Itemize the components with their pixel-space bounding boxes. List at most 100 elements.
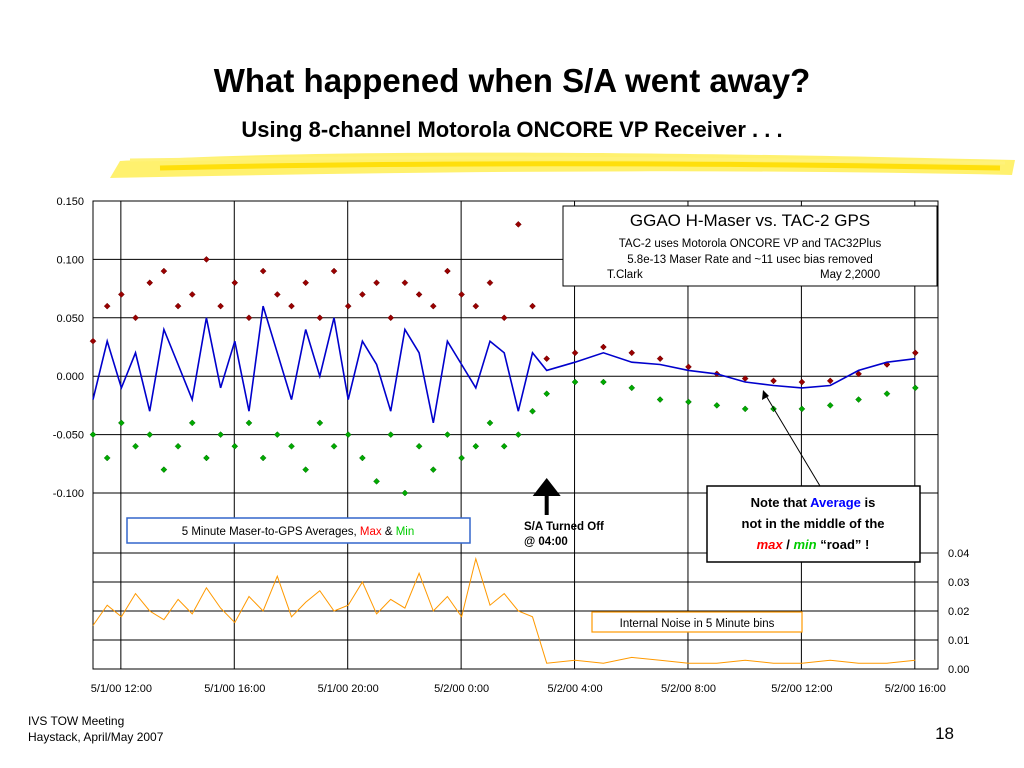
max-point	[344, 302, 352, 310]
note-slash: /	[783, 537, 794, 552]
min-point	[188, 419, 196, 427]
chart-title-box: GGAO H-Maser vs. TAC-2 GPS TAC-2 uses Mo…	[562, 205, 938, 287]
chart-note-2: 5.8e-13 Maser Rate and ~11 usec bias rem…	[627, 254, 873, 266]
event-label-2: @ 04:00	[524, 536, 568, 548]
min-point	[132, 442, 139, 450]
max-point	[245, 314, 253, 322]
min-point	[500, 442, 508, 450]
min-point	[571, 378, 579, 386]
legend-min-label: Min	[396, 526, 415, 538]
max-point	[458, 291, 465, 298]
max-point	[387, 314, 395, 322]
max-point	[188, 291, 196, 298]
noise-line	[92, 556, 916, 664]
max-point	[770, 377, 777, 385]
svg-text:max / min “road” !: max / min “road” !	[757, 537, 870, 552]
x-tick-label: 5/1/00 20:00	[318, 683, 379, 695]
min-point	[245, 419, 253, 427]
min-point	[826, 402, 834, 409]
max-point	[855, 370, 862, 378]
max-point	[911, 349, 919, 357]
note-average: Average	[810, 495, 861, 510]
max-point	[500, 314, 508, 322]
legend-max-label: Max	[360, 526, 382, 538]
min-point	[344, 431, 352, 438]
max-point	[316, 314, 324, 322]
y-axis-main: 0.150 0.100 0.050 0.000 -0.050 -0.100	[53, 196, 84, 500]
min-point	[288, 442, 295, 450]
legend-amp: &	[382, 526, 396, 538]
note-min: min	[794, 537, 817, 552]
y-tick-label: 0.04	[948, 548, 969, 560]
max-point	[288, 302, 295, 310]
x-tick-label: 5/2/00 0:00	[434, 683, 489, 695]
min-point	[203, 454, 210, 462]
chart-note-1: TAC-2 uses Motorola ONCORE VP and TAC32P…	[619, 238, 882, 250]
max-point	[444, 267, 451, 275]
slide-title: What happened when S/A went away?	[213, 62, 811, 99]
min-point	[415, 442, 423, 450]
max-point	[302, 279, 310, 287]
max-point	[415, 291, 423, 298]
min-point	[174, 442, 182, 450]
max-point	[373, 279, 380, 287]
max-point	[174, 302, 182, 310]
min-point	[259, 454, 267, 462]
note-road: “road” !	[817, 537, 870, 552]
max-point	[826, 377, 834, 385]
highlighter-stroke	[110, 152, 1015, 178]
min-point	[231, 442, 239, 450]
chart-credit-date: May 2,2000	[820, 269, 880, 281]
min-point	[883, 390, 891, 398]
min-point	[458, 454, 465, 462]
legend-prefix: 5 Minute Maser-to-GPS Averages,	[182, 526, 360, 538]
min-point	[118, 419, 125, 427]
chart-title: GGAO H-Maser vs. TAC-2 GPS	[630, 211, 870, 230]
y-tick-label: 0.03	[948, 577, 969, 589]
x-tick-label: 5/2/00 12:00	[771, 683, 832, 695]
y-tick-label: -0.100	[53, 488, 84, 500]
svg-text:Note that Average is: Note that Average is	[751, 495, 876, 510]
max-point	[273, 291, 281, 298]
svg-text:5 Minute Maser-to-GPS Averages: 5 Minute Maser-to-GPS Averages, Max & Mi…	[182, 526, 414, 538]
event-arrow-head	[532, 478, 561, 496]
max-point	[514, 221, 522, 228]
min-point	[713, 402, 721, 409]
max-series	[89, 221, 919, 386]
min-point	[401, 489, 409, 497]
note-text-c: is	[861, 495, 875, 510]
min-point	[543, 390, 551, 398]
min-point	[486, 419, 494, 427]
max-point	[89, 337, 97, 345]
note-line-2: not in the middle of the	[742, 516, 885, 531]
max-point	[429, 302, 437, 310]
max-point	[798, 378, 806, 386]
x-axis: 5/1/00 12:00 5/1/00 16:00 5/1/00 20:00 5/2/…	[91, 683, 946, 695]
min-point	[444, 431, 451, 438]
min-series	[89, 378, 919, 497]
max-point	[103, 302, 111, 310]
noise-series	[92, 556, 916, 664]
min-point	[798, 405, 806, 413]
event-label-1: S/A Turned Off	[524, 521, 604, 533]
max-point	[543, 355, 551, 363]
x-tick-label: 5/1/00 12:00	[91, 683, 152, 695]
min-point	[373, 477, 380, 485]
max-point	[217, 302, 224, 310]
min-point	[514, 431, 522, 438]
y-tick-label: 0.150	[56, 196, 84, 208]
annotation-arrow	[764, 393, 821, 487]
y-tick-label: 0.02	[948, 606, 969, 618]
max-point	[259, 267, 267, 275]
max-point	[656, 355, 664, 363]
chart-credit-name: T.Clark	[607, 269, 643, 281]
min-point	[685, 398, 692, 406]
y-tick-label: 0.000	[56, 371, 84, 383]
min-point	[316, 419, 324, 427]
slide-subtitle: Using 8-channel Motorola ONCORE VP Recei…	[241, 117, 783, 142]
x-tick-label: 5/2/00 8:00	[661, 683, 716, 695]
y-tick-label: 0.01	[948, 635, 969, 647]
min-point	[160, 466, 168, 473]
event-marker: S/A Turned Off @ 04:00	[524, 478, 604, 548]
